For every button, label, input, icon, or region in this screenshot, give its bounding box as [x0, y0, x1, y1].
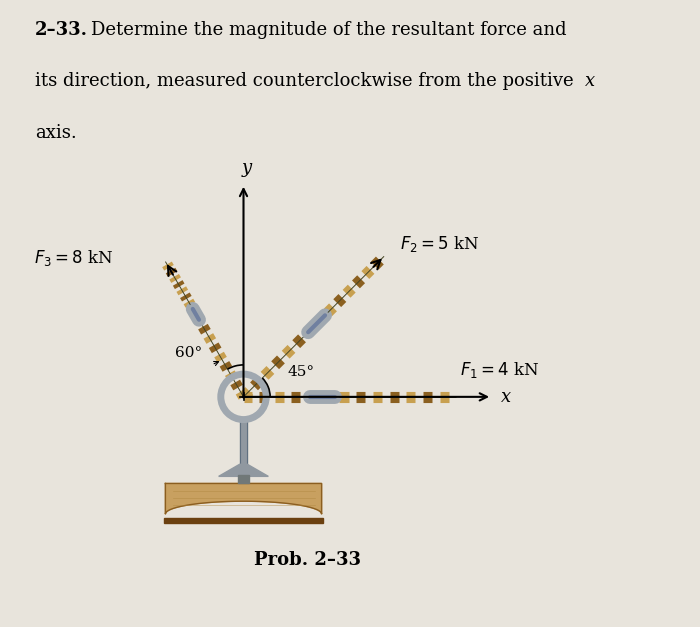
- Polygon shape: [164, 517, 323, 522]
- Polygon shape: [165, 483, 321, 514]
- Text: y: y: [242, 159, 252, 177]
- Text: Prob. 2–33: Prob. 2–33: [254, 551, 361, 569]
- Polygon shape: [218, 465, 268, 477]
- Text: its direction, measured counterclockwise from the positive: its direction, measured counterclockwise…: [35, 71, 580, 90]
- Polygon shape: [239, 419, 247, 475]
- Text: Determine the magnitude of the resultant force and: Determine the magnitude of the resultant…: [91, 21, 566, 39]
- Text: axis.: axis.: [35, 124, 77, 142]
- Text: $F_3 = 8$ kN: $F_3 = 8$ kN: [34, 248, 113, 268]
- Text: 60°: 60°: [175, 346, 202, 360]
- Polygon shape: [238, 475, 249, 483]
- Text: 2–33.: 2–33.: [35, 21, 88, 39]
- Text: x: x: [584, 71, 594, 90]
- Text: 45°: 45°: [288, 365, 314, 379]
- Text: x: x: [500, 388, 510, 406]
- Text: $F_2 = 5$ kN: $F_2 = 5$ kN: [400, 233, 480, 253]
- Text: $F_1 = 4$ kN: $F_1 = 4$ kN: [460, 360, 540, 380]
